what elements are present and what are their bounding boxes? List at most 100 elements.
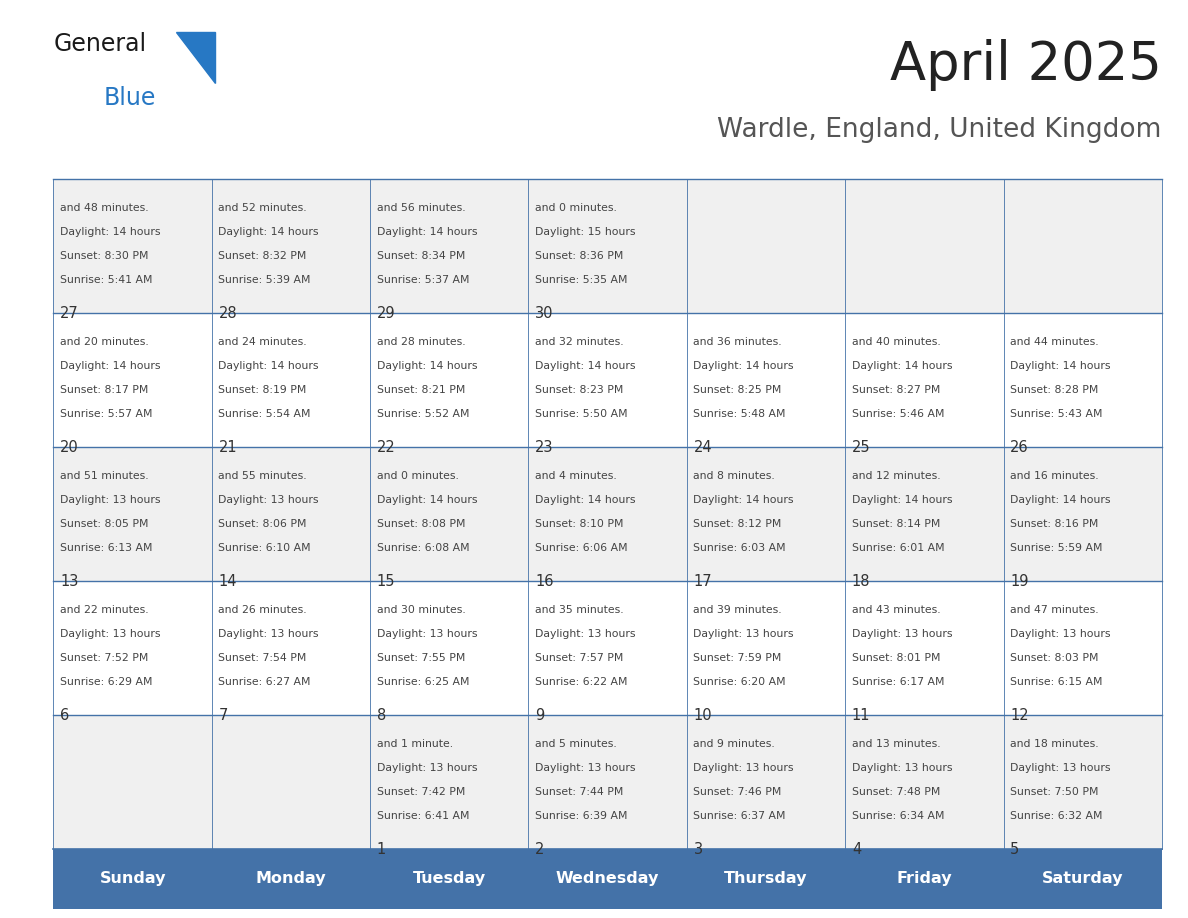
Text: Daylight: 13 hours: Daylight: 13 hours — [1010, 629, 1111, 639]
Text: Sunrise: 5:48 AM: Sunrise: 5:48 AM — [694, 409, 786, 419]
Text: Sunrise: 6:29 AM: Sunrise: 6:29 AM — [61, 677, 152, 687]
Text: Sunrise: 6:13 AM: Sunrise: 6:13 AM — [61, 543, 152, 553]
Text: 21: 21 — [219, 440, 238, 454]
Bar — [529, 179, 687, 313]
Polygon shape — [176, 32, 215, 83]
Bar — [211, 715, 371, 849]
Text: 16: 16 — [535, 574, 554, 588]
Text: Sunset: 8:25 PM: Sunset: 8:25 PM — [694, 386, 782, 395]
Text: Sunrise: 6:06 AM: Sunrise: 6:06 AM — [535, 543, 627, 553]
Text: Sunset: 8:10 PM: Sunset: 8:10 PM — [535, 519, 624, 529]
Bar — [211, 447, 371, 581]
Bar — [1004, 447, 1162, 581]
Text: Daylight: 14 hours: Daylight: 14 hours — [1010, 495, 1111, 505]
Text: Sunset: 8:34 PM: Sunset: 8:34 PM — [377, 252, 466, 261]
Text: Sunrise: 5:43 AM: Sunrise: 5:43 AM — [1010, 409, 1102, 419]
Bar — [371, 715, 529, 849]
Text: Sunrise: 6:37 AM: Sunrise: 6:37 AM — [694, 811, 786, 821]
Text: Daylight: 14 hours: Daylight: 14 hours — [377, 495, 478, 505]
Text: Sunrise: 6:32 AM: Sunrise: 6:32 AM — [1010, 811, 1102, 821]
Bar — [845, 849, 1004, 909]
Bar — [687, 447, 845, 581]
Bar — [53, 447, 211, 581]
Text: Monday: Monday — [255, 871, 327, 887]
Text: Daylight: 13 hours: Daylight: 13 hours — [852, 629, 953, 639]
Text: 7: 7 — [219, 708, 228, 722]
Text: Sunset: 8:08 PM: Sunset: 8:08 PM — [377, 519, 466, 529]
Text: and 0 minutes.: and 0 minutes. — [377, 471, 459, 481]
Text: Sunset: 7:46 PM: Sunset: 7:46 PM — [694, 787, 782, 797]
Text: and 5 minutes.: and 5 minutes. — [535, 739, 617, 749]
Bar — [687, 715, 845, 849]
Text: 6: 6 — [61, 708, 69, 722]
Text: and 40 minutes.: and 40 minutes. — [852, 337, 941, 347]
Bar — [845, 313, 1004, 447]
Bar — [53, 849, 211, 909]
Text: Blue: Blue — [103, 85, 156, 110]
Text: Sunrise: 5:57 AM: Sunrise: 5:57 AM — [61, 409, 152, 419]
Text: 22: 22 — [377, 440, 396, 454]
Bar — [1004, 179, 1162, 313]
Text: and 4 minutes.: and 4 minutes. — [535, 471, 617, 481]
Text: Sunset: 7:57 PM: Sunset: 7:57 PM — [535, 653, 624, 663]
Text: 14: 14 — [219, 574, 236, 588]
Text: April 2025: April 2025 — [890, 39, 1162, 91]
Text: Sunrise: 5:54 AM: Sunrise: 5:54 AM — [219, 409, 311, 419]
Text: Daylight: 13 hours: Daylight: 13 hours — [377, 763, 478, 773]
Text: Sunset: 7:59 PM: Sunset: 7:59 PM — [694, 653, 782, 663]
Text: and 56 minutes.: and 56 minutes. — [377, 203, 466, 213]
Text: Sunrise: 6:25 AM: Sunrise: 6:25 AM — [377, 677, 469, 687]
Text: Wednesday: Wednesday — [556, 871, 659, 887]
Bar — [845, 581, 1004, 715]
Text: Sunrise: 6:01 AM: Sunrise: 6:01 AM — [852, 543, 944, 553]
Text: General: General — [53, 32, 146, 56]
Bar — [687, 179, 845, 313]
Text: and 0 minutes.: and 0 minutes. — [535, 203, 617, 213]
Text: and 55 minutes.: and 55 minutes. — [219, 471, 307, 481]
Text: Sunrise: 5:37 AM: Sunrise: 5:37 AM — [377, 275, 469, 285]
Text: 9: 9 — [535, 708, 544, 722]
Text: Sunset: 8:19 PM: Sunset: 8:19 PM — [219, 386, 307, 395]
Bar — [529, 447, 687, 581]
Text: Daylight: 13 hours: Daylight: 13 hours — [1010, 763, 1111, 773]
Text: 17: 17 — [694, 574, 712, 588]
Text: and 39 minutes.: and 39 minutes. — [694, 605, 782, 615]
Bar — [1004, 849, 1162, 909]
Text: 15: 15 — [377, 574, 396, 588]
Text: Sunset: 8:23 PM: Sunset: 8:23 PM — [535, 386, 624, 395]
Text: 11: 11 — [852, 708, 871, 722]
Text: Sunrise: 5:35 AM: Sunrise: 5:35 AM — [535, 275, 627, 285]
Text: Sunrise: 6:20 AM: Sunrise: 6:20 AM — [694, 677, 786, 687]
Text: Sunset: 8:28 PM: Sunset: 8:28 PM — [1010, 386, 1099, 395]
Bar — [1004, 715, 1162, 849]
Text: 2: 2 — [535, 842, 544, 856]
Text: 1: 1 — [377, 842, 386, 856]
Bar — [845, 179, 1004, 313]
Text: Daylight: 14 hours: Daylight: 14 hours — [852, 361, 953, 371]
Bar — [371, 849, 529, 909]
Bar — [371, 581, 529, 715]
Text: and 9 minutes.: and 9 minutes. — [694, 739, 776, 749]
Text: and 12 minutes.: and 12 minutes. — [852, 471, 941, 481]
Text: Friday: Friday — [897, 871, 952, 887]
Bar — [53, 179, 211, 313]
Text: Sunrise: 5:52 AM: Sunrise: 5:52 AM — [377, 409, 469, 419]
Text: Sunrise: 6:34 AM: Sunrise: 6:34 AM — [852, 811, 944, 821]
Text: and 24 minutes.: and 24 minutes. — [219, 337, 307, 347]
Text: Daylight: 14 hours: Daylight: 14 hours — [535, 361, 636, 371]
Text: Sunrise: 6:27 AM: Sunrise: 6:27 AM — [219, 677, 311, 687]
Text: Sunrise: 5:59 AM: Sunrise: 5:59 AM — [1010, 543, 1102, 553]
Text: and 35 minutes.: and 35 minutes. — [535, 605, 624, 615]
Text: Sunrise: 6:17 AM: Sunrise: 6:17 AM — [852, 677, 944, 687]
Text: 18: 18 — [852, 574, 871, 588]
Text: Daylight: 14 hours: Daylight: 14 hours — [61, 227, 160, 237]
Bar — [211, 179, 371, 313]
Text: 19: 19 — [1010, 574, 1029, 588]
Text: Sunset: 7:48 PM: Sunset: 7:48 PM — [852, 787, 940, 797]
Text: and 8 minutes.: and 8 minutes. — [694, 471, 776, 481]
Text: and 22 minutes.: and 22 minutes. — [61, 605, 148, 615]
Text: and 47 minutes.: and 47 minutes. — [1010, 605, 1099, 615]
Text: 10: 10 — [694, 708, 712, 722]
Bar — [529, 715, 687, 849]
Text: Daylight: 13 hours: Daylight: 13 hours — [694, 629, 794, 639]
